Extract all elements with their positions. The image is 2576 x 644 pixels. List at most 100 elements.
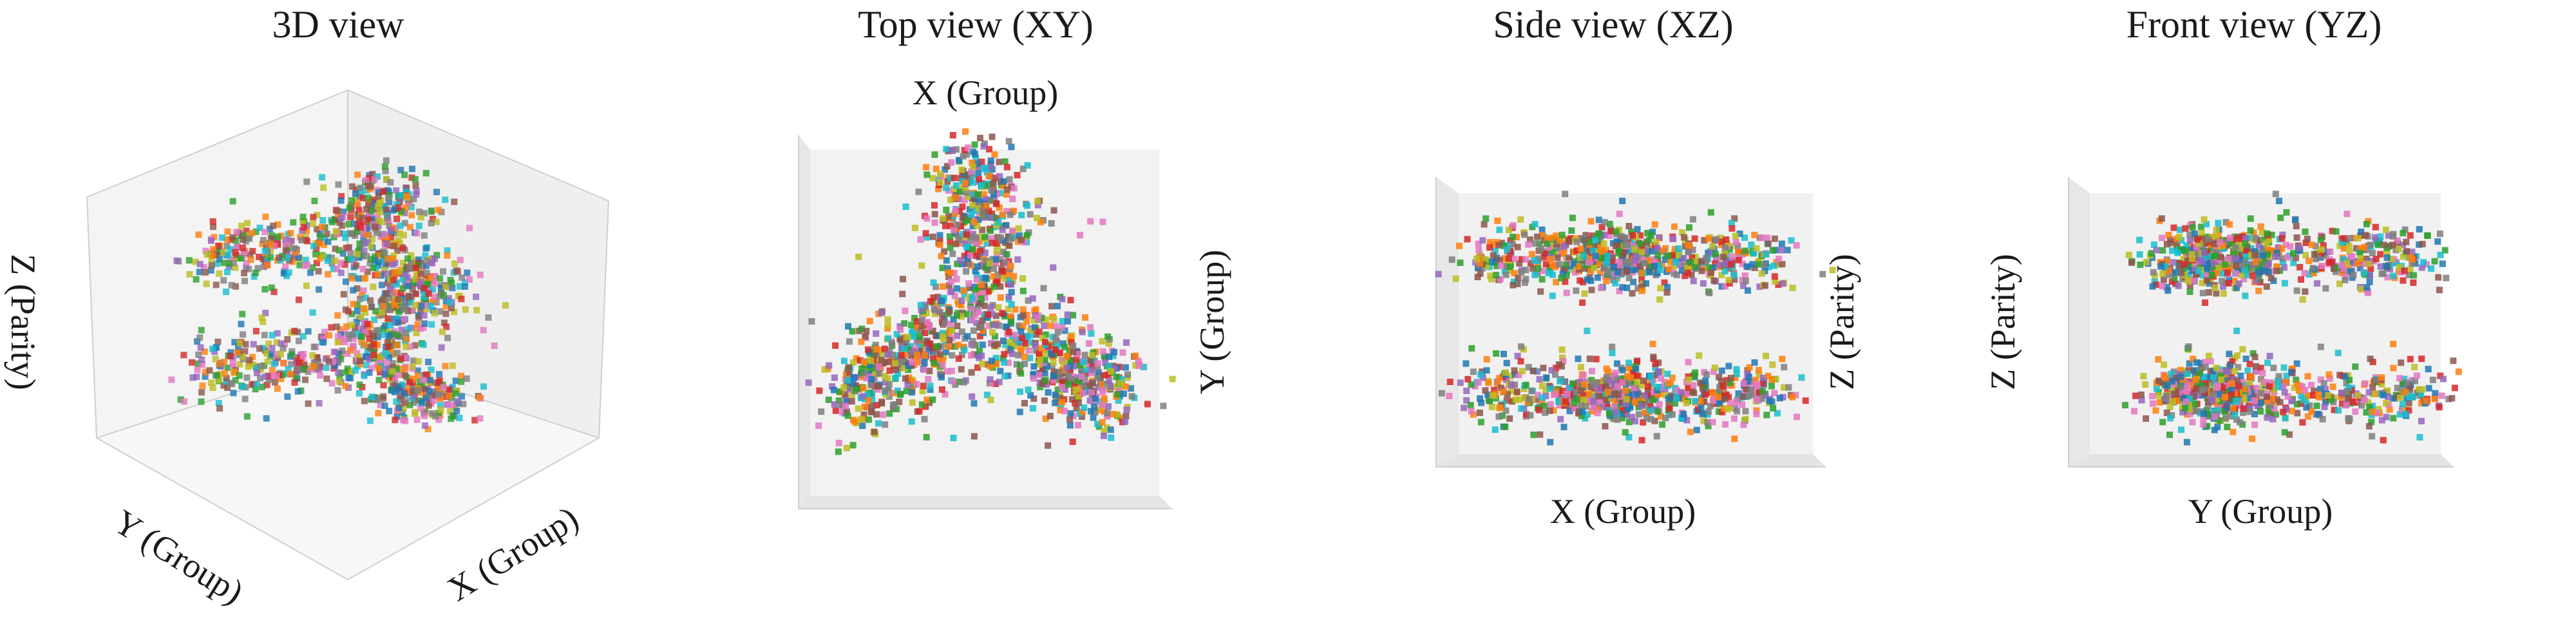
scatter-point (390, 252, 397, 259)
scatter-point (917, 301, 924, 308)
scatter-point (2320, 242, 2327, 249)
scatter-point (414, 387, 421, 394)
scatter-point (212, 355, 219, 363)
scatter-point (866, 317, 873, 325)
scatter-point (1017, 362, 1024, 369)
scatter-point (2300, 396, 2307, 403)
scatter-point (2275, 373, 2282, 380)
scatter-point (836, 388, 843, 395)
scatter-point (867, 361, 874, 368)
scatter-point (353, 319, 360, 326)
scatter-point (2352, 408, 2359, 415)
scatter-point (330, 358, 337, 365)
scatter-point (1784, 247, 1791, 254)
scatter-point (1101, 352, 1108, 359)
scatter-point (2358, 286, 2365, 293)
scatter-point (367, 297, 374, 304)
scatter-point (328, 324, 335, 331)
scatter-point (2377, 263, 2384, 270)
scatter-point (430, 298, 437, 305)
scatter-point (1103, 424, 1110, 431)
scatter-point (1678, 389, 1685, 396)
scatter-point (1018, 236, 1025, 243)
scatter-point (989, 329, 996, 336)
scatter-point (1612, 397, 1619, 404)
scatter-point (1771, 390, 1778, 397)
scatter-point (1741, 272, 1748, 279)
scatter-point (1745, 392, 1752, 399)
scatter-point (2377, 233, 2384, 240)
scatter-point (1511, 381, 1519, 388)
scatter-point (1467, 402, 1474, 409)
scatter-point (2305, 413, 2311, 420)
scatter-point (477, 271, 484, 278)
scatter-point (1105, 340, 1112, 347)
scatter-point (1528, 251, 1535, 258)
scatter-point (2407, 232, 2414, 239)
scatter-point (1052, 392, 1059, 398)
scatter-point (1582, 403, 1589, 410)
scatter-point (963, 189, 971, 196)
scatter-point (1614, 269, 1621, 276)
scatter-point (196, 269, 203, 276)
scatter-point (365, 202, 372, 208)
scatter-point (959, 204, 966, 210)
scatter-point (880, 360, 887, 367)
scatter-point (1096, 398, 1103, 405)
scatter-point (1611, 375, 1617, 382)
scatter-point (207, 267, 214, 274)
scatter-point (1740, 421, 1747, 428)
scatter-point (1058, 384, 1065, 391)
scatter-point (1749, 261, 1756, 268)
scatter-point (963, 231, 970, 238)
scatter-point (2309, 265, 2316, 272)
scatter-point (1470, 368, 1477, 375)
scatter-point (236, 361, 243, 368)
scatter-point (1034, 214, 1041, 222)
scatter-point (1521, 231, 1528, 238)
scatter-point (2254, 264, 2260, 271)
scatter-point (898, 352, 905, 359)
scatter-point (896, 398, 903, 405)
scatter-point (393, 366, 401, 373)
scatter-point (994, 341, 1001, 348)
scatter-point (1642, 398, 1648, 405)
scatter-point (2407, 266, 2414, 273)
scatter-point (412, 342, 419, 349)
scatter-point (968, 168, 975, 175)
scatter-point (1088, 352, 1095, 359)
scatter-point (278, 340, 285, 347)
scatter-point (1729, 253, 1736, 260)
scatter-point (2409, 249, 2416, 256)
scatter-point (2380, 437, 2387, 444)
scatter-point (917, 236, 924, 243)
scatter-point (385, 295, 392, 302)
scatter-point (1628, 228, 1635, 235)
scatter-point (1036, 372, 1043, 379)
scatter-point (239, 353, 246, 360)
scatter-point (951, 210, 958, 217)
title-top: Top view (XY) (858, 3, 1094, 46)
scatter-point (1723, 236, 1730, 243)
scatter-point (1598, 285, 1605, 292)
scatter-point (1742, 415, 1749, 422)
scatter-point (1486, 397, 1493, 404)
scatter-point (2171, 274, 2178, 281)
scatter-point (1829, 267, 1836, 274)
scatter-point (2338, 261, 2345, 269)
scatter-point (976, 348, 983, 355)
scatter-point (1030, 317, 1037, 324)
scatter-point (2177, 226, 2184, 233)
scatter-point (2242, 292, 2249, 299)
scatter-point (392, 417, 399, 424)
scatter-point (2278, 235, 2286, 242)
scatter-point (393, 289, 400, 296)
scatter-point (869, 369, 876, 376)
scatter-point (223, 378, 230, 385)
scatter-point (373, 229, 380, 236)
scatter-point (1638, 402, 1645, 410)
scatter-point (869, 402, 876, 409)
scatter-point (884, 375, 891, 382)
scatter-point (388, 364, 395, 370)
scatter-point (355, 275, 362, 282)
